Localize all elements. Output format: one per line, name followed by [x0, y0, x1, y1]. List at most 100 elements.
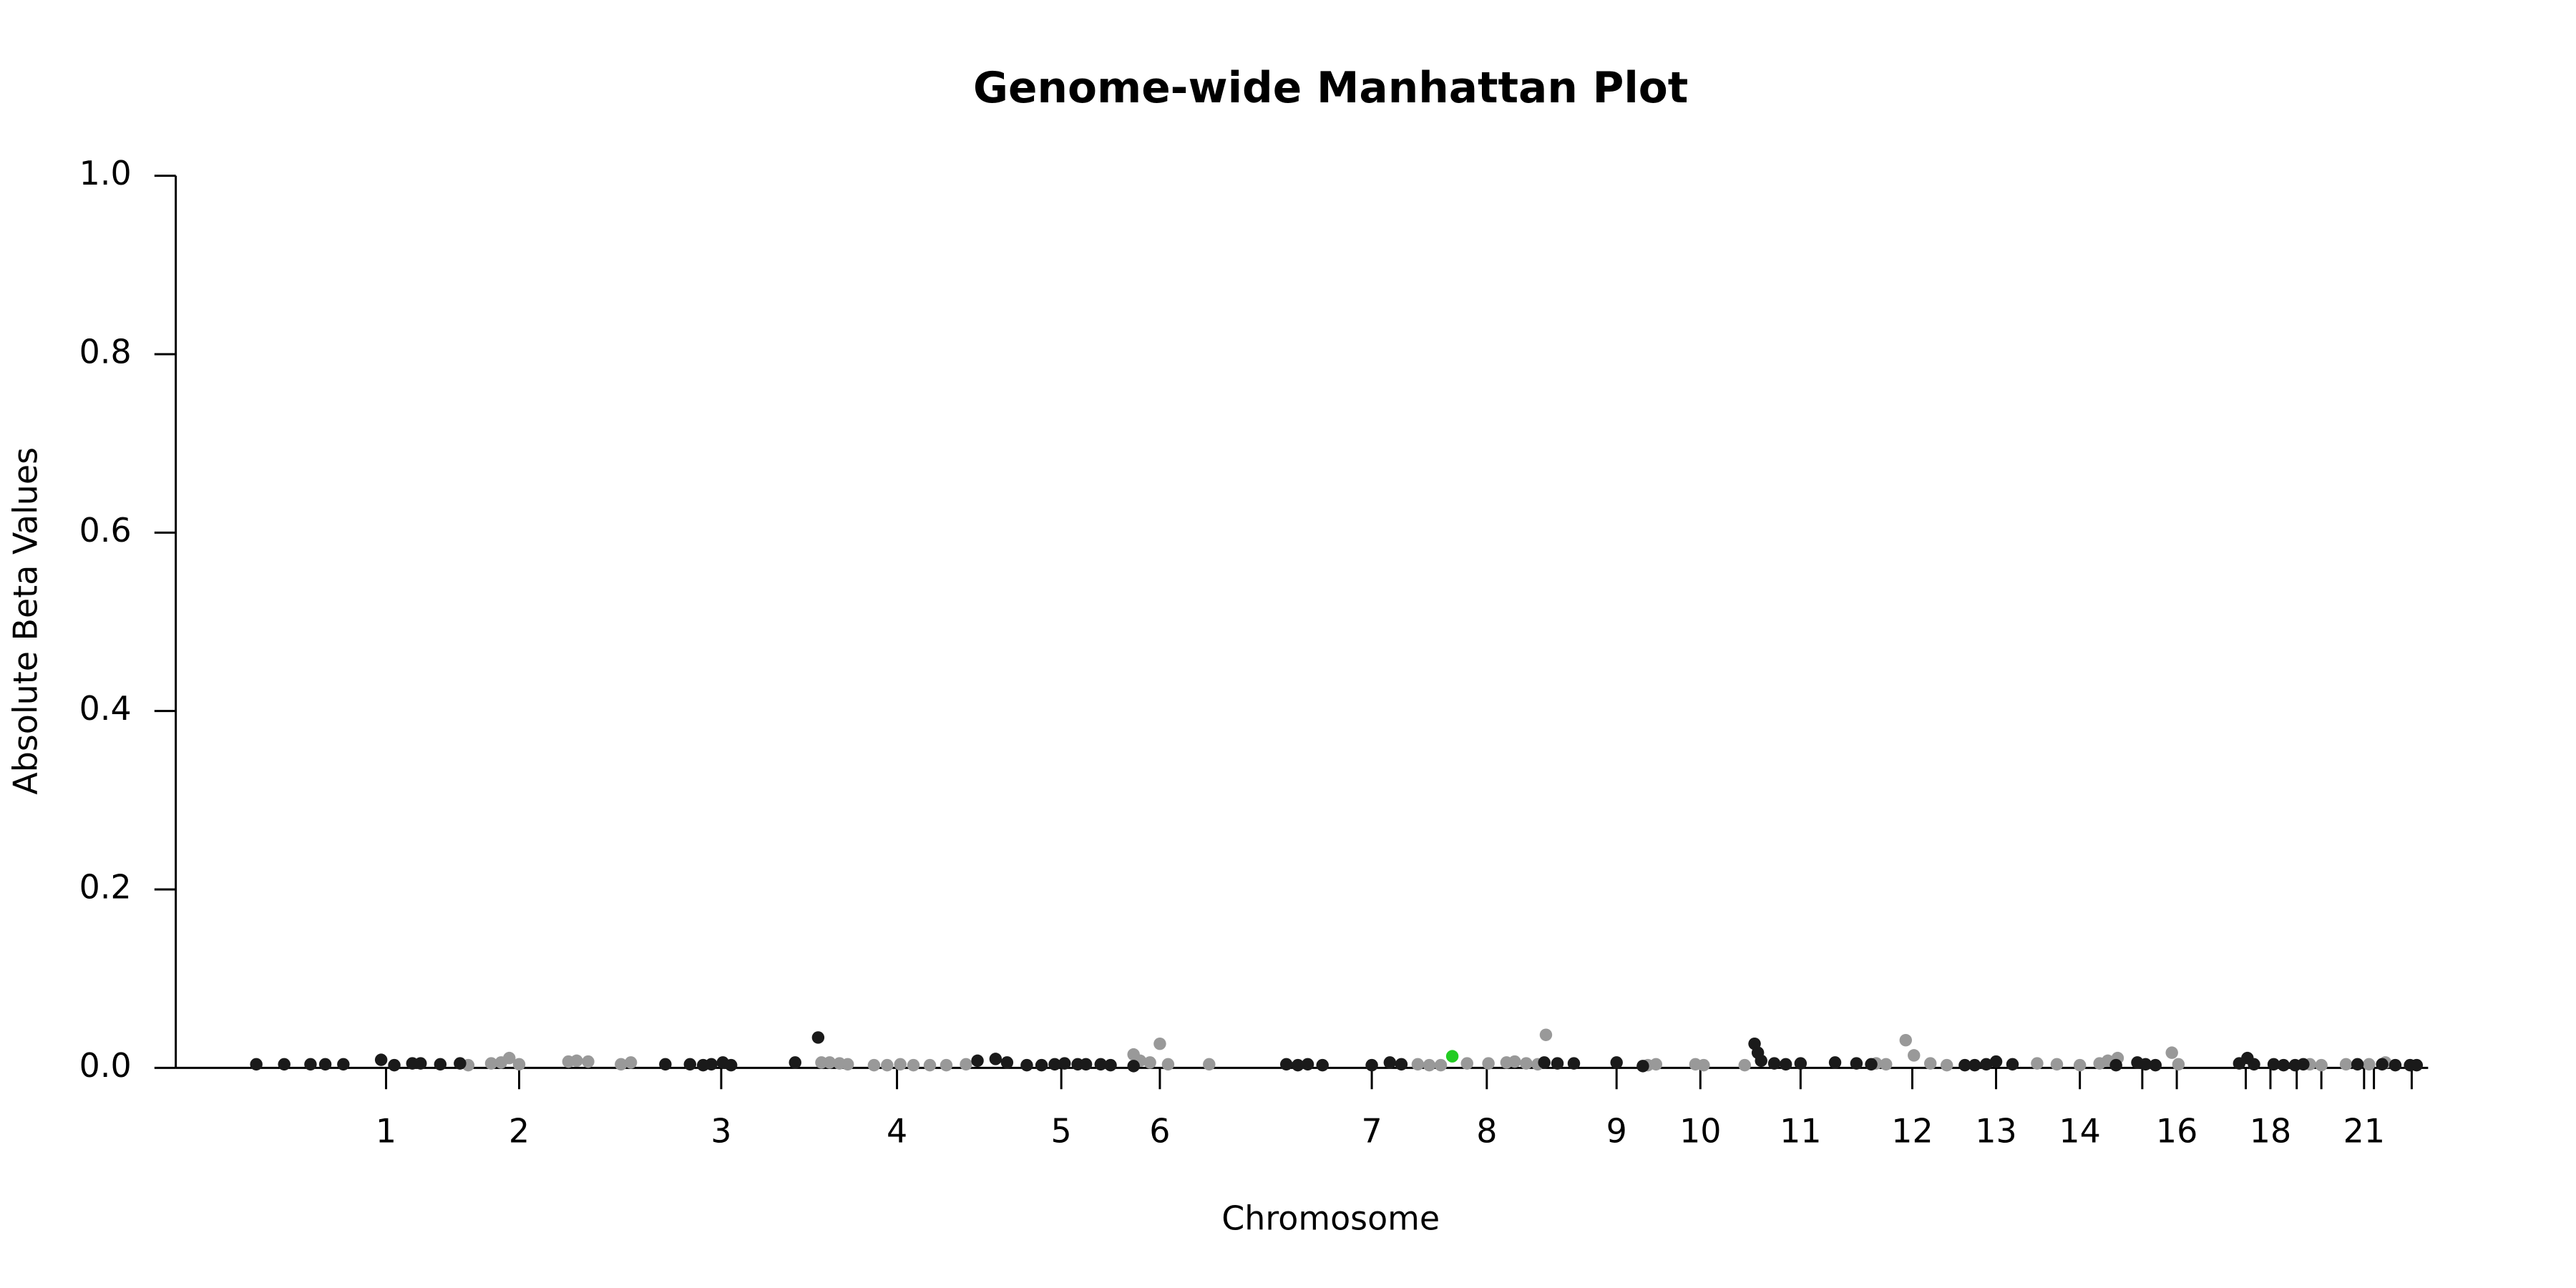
data-point: [811, 1031, 825, 1044]
data-point: [484, 1057, 498, 1070]
data-point: [434, 1058, 447, 1071]
data-point: [1127, 1060, 1140, 1073]
data-point: [2376, 1058, 2389, 1071]
data-point: [1161, 1058, 1175, 1071]
data-point: [841, 1058, 854, 1071]
data-point: [2006, 1058, 2019, 1071]
data-point: [454, 1057, 467, 1070]
data-point: [1383, 1056, 1397, 1069]
data-point: [1958, 1058, 1971, 1072]
data-point: [1980, 1058, 1993, 1071]
data-point: [1940, 1058, 1953, 1072]
data-point: [1908, 1049, 1921, 1062]
y-tick-label: 0.6: [79, 511, 132, 550]
y-tick-label: 1.0: [79, 154, 132, 192]
data-point: [1636, 1060, 1649, 1073]
data-point: [659, 1058, 672, 1071]
data-point: [1035, 1058, 1048, 1072]
data-point: [318, 1058, 332, 1071]
x-tick-label: 4: [887, 1112, 907, 1151]
data-point: [907, 1058, 920, 1072]
data-point: [1879, 1058, 1893, 1071]
data-point: [1850, 1057, 1863, 1070]
data-point: [1539, 1028, 1553, 1041]
data-point: [624, 1056, 638, 1069]
data-point: [2050, 1058, 2064, 1071]
data-point: [1989, 1055, 2003, 1068]
data-point: [2172, 1058, 2185, 1071]
data-point: [894, 1058, 907, 1071]
data-point: [2297, 1058, 2310, 1071]
data-point: [503, 1051, 516, 1065]
data-point: [1794, 1057, 1807, 1070]
data-point: [2389, 1058, 2402, 1072]
data-point: [940, 1058, 953, 1072]
data-point: [2109, 1058, 2122, 1072]
x-tick-label: 12: [1891, 1112, 1933, 1151]
data-point: [1020, 1058, 1033, 1072]
data-point: [570, 1054, 583, 1068]
x-tick-label: 11: [1780, 1112, 1821, 1151]
data-point: [1094, 1058, 1107, 1071]
data-point: [1301, 1058, 1314, 1071]
x-tick-label: 6: [1149, 1112, 1170, 1151]
data-point: [867, 1058, 881, 1072]
data-point: [1279, 1058, 1293, 1071]
data-point: [1048, 1058, 1061, 1071]
data-point: [1058, 1057, 1071, 1070]
data-point: [2267, 1058, 2280, 1071]
data-point: [789, 1056, 801, 1069]
data-point: [388, 1058, 401, 1072]
x-tick-label: 7: [1361, 1112, 1382, 1151]
data-point: [1395, 1058, 1408, 1071]
data-point: [1865, 1058, 1878, 1071]
data-point: [2277, 1058, 2290, 1072]
x-tick-label: 18: [2250, 1112, 2291, 1151]
data-point: [2031, 1057, 2044, 1070]
data-point: [1767, 1057, 1781, 1070]
data-point: [2165, 1046, 2178, 1059]
data-point: [2410, 1058, 2424, 1072]
data-point: [1779, 1058, 1792, 1071]
data-point: [250, 1058, 263, 1071]
data-point: [2351, 1058, 2364, 1071]
data-point: [1551, 1057, 1564, 1070]
data-point: [989, 1053, 1002, 1065]
data-point: [582, 1055, 595, 1068]
data-point: [1567, 1057, 1581, 1070]
data-point: [278, 1058, 291, 1071]
data-point: [960, 1058, 972, 1071]
data-point: [1460, 1057, 1473, 1070]
y-axis-label: Absolute Beta Values: [6, 447, 45, 795]
data-point: [1538, 1056, 1551, 1069]
x-tick-label: 16: [2156, 1112, 2197, 1151]
x-tick-label: 14: [2059, 1112, 2100, 1151]
data-point: [1755, 1054, 1767, 1068]
data-point: [1153, 1037, 1166, 1050]
data-point: [1738, 1058, 1751, 1072]
data-point: [923, 1058, 937, 1072]
x-tick-label: 5: [1051, 1112, 1072, 1151]
data-point: [1828, 1056, 1842, 1069]
x-tick-label: 8: [1476, 1112, 1497, 1151]
chart-title: Genome-wide Manhattan Plot: [973, 64, 1688, 113]
data-point: [512, 1058, 526, 1071]
data-point: [881, 1058, 894, 1072]
data-point: [1610, 1056, 1623, 1069]
data-point: [1649, 1058, 1663, 1071]
data-point: [414, 1057, 427, 1070]
data-point: [1079, 1058, 1093, 1071]
data-point: [971, 1054, 984, 1068]
data-point: [1968, 1058, 1981, 1072]
data-point: [683, 1058, 697, 1071]
data-point: [823, 1056, 836, 1069]
data-point: [304, 1058, 317, 1071]
data-point: [2248, 1058, 2260, 1071]
data-point: [705, 1058, 718, 1071]
data-point: [1899, 1033, 1912, 1047]
data-point: [1508, 1055, 1521, 1068]
data-point: [1104, 1058, 1117, 1072]
data-point: [1143, 1056, 1156, 1069]
data-point: [337, 1058, 350, 1071]
